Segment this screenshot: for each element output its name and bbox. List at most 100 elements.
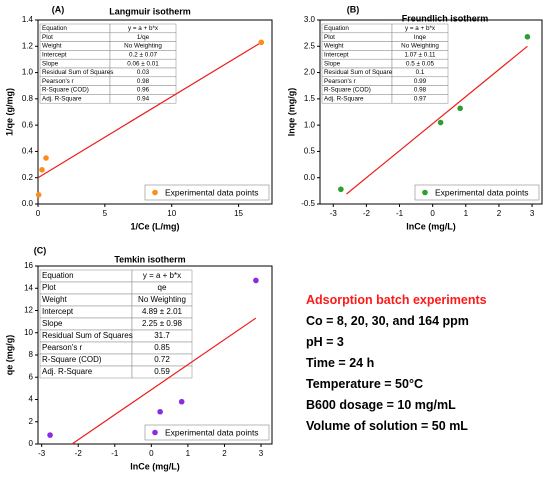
- table-value: y = a + b*x: [405, 25, 436, 32]
- y-tick-label: 1.0: [22, 68, 34, 77]
- note: B600 dosage = 10 mg/mL: [306, 398, 456, 412]
- table-value: 1.07 ± 0.11: [405, 51, 436, 58]
- table-value: y = a + b*x: [128, 25, 159, 32]
- y-axis-label: qe (mg/g): [4, 335, 14, 376]
- legend-marker: [152, 189, 158, 196]
- table-value: 2.25 ± 0.98: [142, 319, 183, 328]
- table-label: R-Square (COD): [324, 87, 371, 94]
- data-point: [524, 34, 531, 40]
- table-label: R-Square (COD): [42, 87, 89, 94]
- table-value: 0.5 ± 0.05: [406, 60, 434, 67]
- table-value: 0.2 ± 0.07: [129, 51, 157, 58]
- table-value: No Weighting: [401, 43, 439, 50]
- data-point: [338, 186, 344, 193]
- x-tick-label: 0: [430, 209, 435, 218]
- y-tick-label: 1.4: [22, 15, 34, 24]
- experiment-notes: Adsorption batch experiments Co = 8, 20,…: [306, 290, 546, 437]
- fit-line: [37, 41, 262, 179]
- legend-box: [144, 424, 270, 441]
- table-value: No Weighting: [138, 295, 186, 304]
- table-label: Pearson's r: [324, 78, 356, 85]
- table-label: R-Square (COD): [42, 355, 102, 364]
- data-point: [178, 398, 185, 405]
- data-point: [457, 105, 463, 112]
- y-tick-label: 8: [29, 350, 34, 359]
- x-tick-label: 10: [167, 209, 176, 218]
- table-value: 4.89 ± 2.01: [142, 307, 183, 316]
- x-tick-label: 5: [103, 209, 108, 218]
- note: Time = 24 h: [306, 356, 375, 370]
- chart-title: Temkin isotherm: [114, 254, 185, 264]
- x-axis-label: 1/Ce (L/mg): [130, 221, 179, 231]
- table-value: 0.03: [137, 69, 150, 76]
- fit-line: [71, 317, 257, 445]
- y-axis-label: 1/qe (g/mg): [4, 88, 14, 136]
- table-label: Weight: [324, 43, 344, 50]
- table-label: Slope: [42, 60, 59, 67]
- x-tick-label: 0: [149, 449, 154, 458]
- table-value: 0.94: [137, 95, 150, 102]
- x-tick-label: -2: [363, 209, 371, 218]
- table-label: Residual Sum of Squares: [42, 331, 133, 340]
- y-tick-label: 1.5: [304, 94, 316, 103]
- data-point: [39, 167, 45, 173]
- y-tick-label: 16: [24, 261, 33, 270]
- legend-label: Experimental data points: [165, 187, 259, 197]
- x-tick-label: 1: [464, 209, 469, 218]
- x-tick-label: 2: [497, 209, 502, 218]
- chart-title: Langmuir isotherm: [109, 6, 191, 16]
- table-value: 0.98: [414, 87, 427, 94]
- x-tick-label: -2: [75, 449, 83, 458]
- fit-line: [346, 45, 528, 195]
- legend-box: [414, 184, 540, 201]
- plot-frame: [37, 19, 273, 205]
- x-axis-label: lnCe (mg/L): [130, 461, 180, 471]
- table-value: lnqe: [414, 34, 426, 41]
- y-tick-label: 2.0: [304, 68, 316, 77]
- data-point: [43, 155, 49, 161]
- table-label: Equation: [324, 25, 349, 32]
- table-value: 0.06 ± 0.01: [127, 60, 159, 67]
- panel-label: (C): [34, 245, 47, 255]
- table-label: Adj. R-Square: [42, 95, 82, 102]
- table-value: y = a + b*x: [143, 271, 181, 280]
- table-label: Slope: [324, 60, 341, 67]
- table-label: Residual Sum of Square: [324, 69, 393, 76]
- table-label: Pearson's r: [42, 78, 74, 85]
- table-value: 0.1: [416, 69, 425, 76]
- chart-title: Freundlich isotherm: [402, 13, 489, 23]
- y-tick-label: 6: [29, 372, 34, 381]
- table-label: Intercept: [42, 307, 74, 316]
- y-tick-label: 12: [24, 306, 33, 315]
- table-label: Adj. R-Square: [324, 95, 364, 102]
- table-value: 0.96: [137, 87, 150, 94]
- table-label: Weight: [42, 43, 62, 50]
- panel-label: (A): [52, 4, 65, 14]
- y-tick-label: 10: [24, 328, 33, 337]
- x-tick-label: 2: [222, 449, 227, 458]
- y-tick-label: 0.0: [22, 199, 34, 208]
- x-tick-label: 3: [530, 209, 535, 218]
- x-tick-label: 3: [259, 449, 264, 458]
- data-point: [47, 432, 53, 438]
- note: pH = 3: [306, 335, 344, 349]
- x-tick-label: 0: [36, 209, 41, 218]
- table-value: 0.59: [154, 367, 170, 376]
- y-tick-label: 1.0: [304, 120, 316, 129]
- table-label: Plot: [324, 34, 335, 41]
- table-label: Pearson's r: [42, 343, 83, 352]
- y-tick-label: 3.0: [304, 15, 316, 24]
- y-axis-label: lnqe (mg/g): [286, 88, 296, 137]
- table-label: Adj. R-Square: [42, 367, 93, 376]
- panel-label: (B): [347, 4, 360, 14]
- y-tick-label: 0.6: [22, 120, 34, 129]
- table-cell: [109, 94, 177, 104]
- y-tick-label: 4: [29, 395, 34, 404]
- note: Temperature = 50°C: [306, 377, 423, 391]
- y-tick-label: 2: [29, 417, 34, 426]
- table-label: Intercept: [42, 51, 67, 58]
- table-cell: [131, 365, 193, 379]
- data-point: [35, 192, 42, 198]
- table-value: No Weighting: [124, 43, 162, 50]
